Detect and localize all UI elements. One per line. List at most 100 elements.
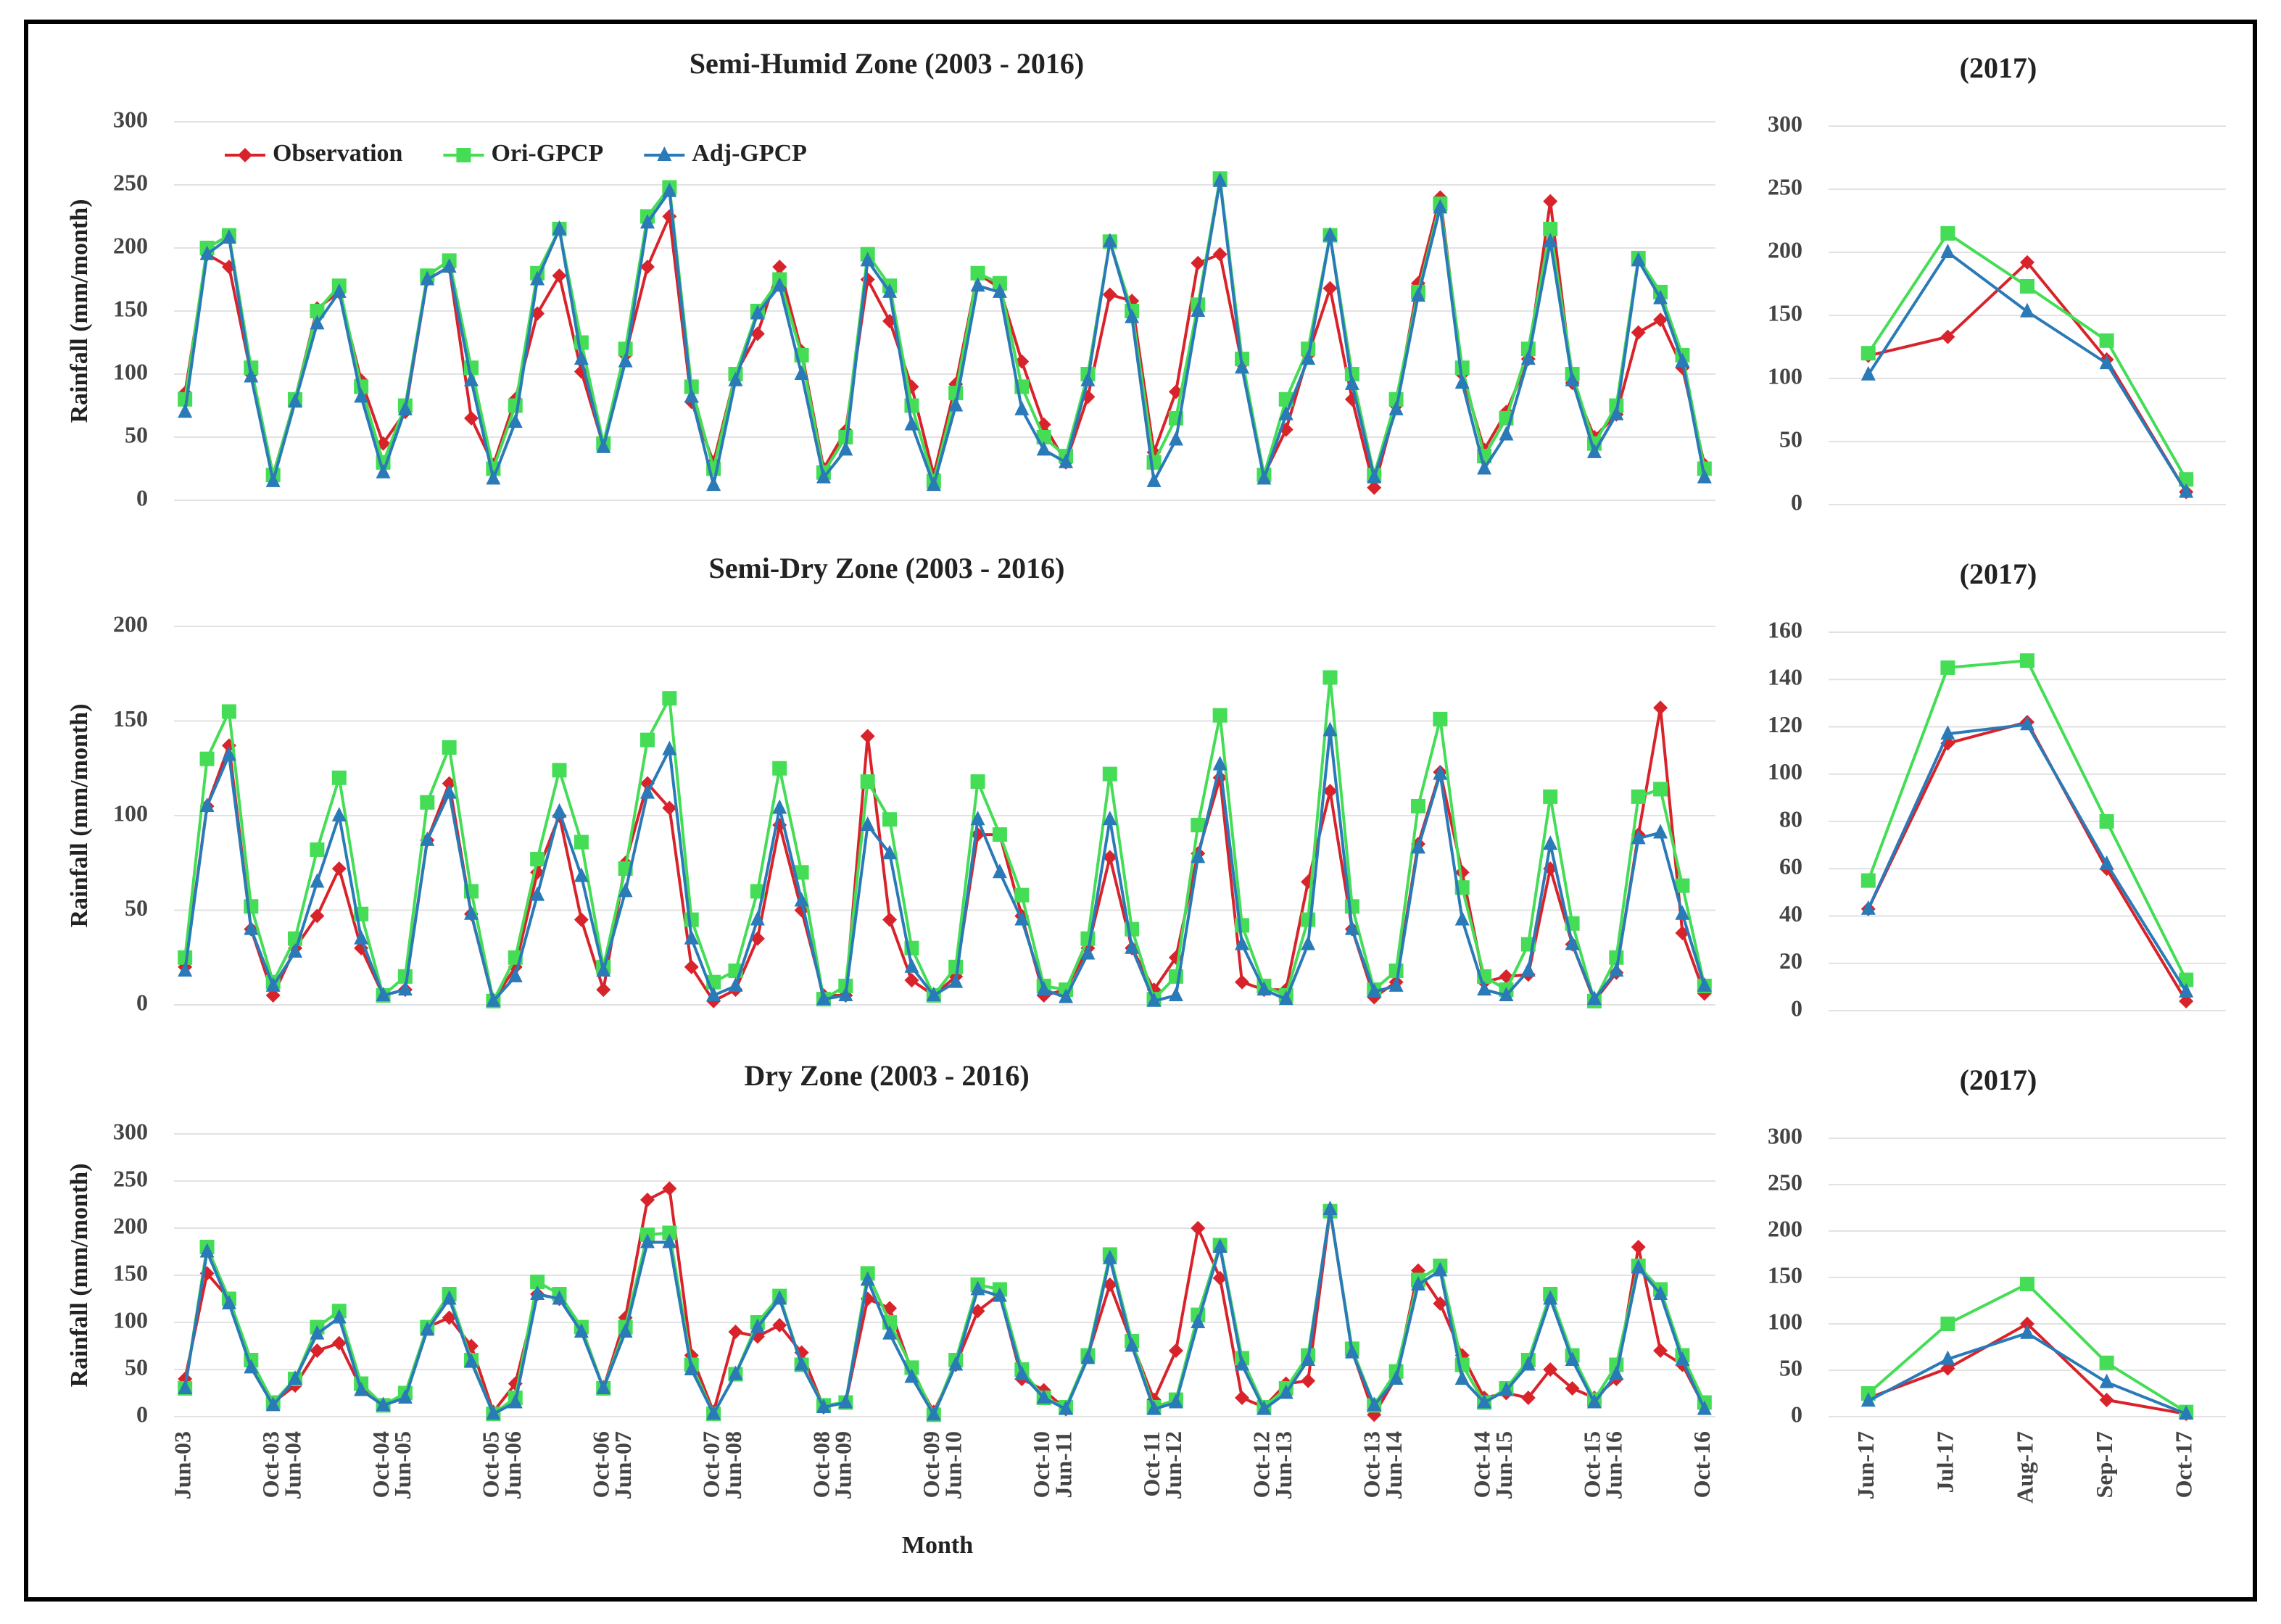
data-point xyxy=(882,812,898,827)
x-tick-label: Oct-17 xyxy=(2171,1431,2197,1498)
data-point xyxy=(1080,931,1096,946)
data-point xyxy=(1433,1262,1448,1277)
data-point xyxy=(2020,1276,2034,1291)
data-point xyxy=(992,283,1007,298)
data-point xyxy=(1388,1370,1404,1385)
data-point xyxy=(596,438,611,453)
data-point xyxy=(199,245,215,260)
data-point xyxy=(1257,1400,1272,1415)
data-point xyxy=(662,1181,677,1196)
data-point xyxy=(2099,333,2114,348)
data-point xyxy=(772,799,787,814)
x-tick-label: Oct-05 xyxy=(478,1431,504,1498)
data-point xyxy=(2099,355,2114,370)
data-point xyxy=(1388,964,1404,979)
data-point xyxy=(596,1380,611,1394)
data-point xyxy=(860,252,875,267)
data-point xyxy=(706,1405,721,1420)
data-point xyxy=(1940,1350,1955,1365)
data-point xyxy=(1499,986,1514,1001)
data-point xyxy=(1940,725,1955,740)
x-tick-label: Oct-08 xyxy=(808,1431,834,1498)
data-point xyxy=(2179,993,2194,1008)
data-point xyxy=(265,977,281,992)
data-point xyxy=(772,1290,787,1305)
data-point xyxy=(199,1243,215,1258)
data-point xyxy=(1322,721,1338,737)
data-point xyxy=(2020,278,2034,294)
data-point xyxy=(1235,359,1250,374)
y-tick-label: 50 xyxy=(1779,1354,1802,1380)
y-tick-label: 200 xyxy=(113,1212,148,1238)
data-point xyxy=(2020,1324,2034,1339)
x-tick-label: Aug-17 xyxy=(2011,1431,2037,1504)
data-point xyxy=(288,393,303,408)
data-point xyxy=(1278,1384,1293,1399)
data-point xyxy=(1631,1240,1646,1254)
data-point xyxy=(1543,835,1558,850)
legend-label: Adj-GPCP xyxy=(692,140,807,167)
data-point xyxy=(1653,289,1668,304)
data-point xyxy=(794,1356,809,1371)
series-line xyxy=(183,707,1706,1005)
data-point xyxy=(1191,818,1206,833)
data-point xyxy=(772,260,787,275)
data-point xyxy=(574,350,589,365)
data-point xyxy=(574,834,589,850)
data-point xyxy=(2020,653,2034,668)
data-point xyxy=(1675,905,1690,920)
data-point xyxy=(662,1225,677,1240)
y-axis-label: Rainfall (mm/month) xyxy=(66,704,93,928)
data-point xyxy=(1653,1343,1668,1358)
data-point xyxy=(310,873,325,888)
data-point xyxy=(1191,1221,1206,1235)
x-tick-label: Jun-16 xyxy=(1601,1431,1627,1499)
data-point xyxy=(772,761,787,776)
data-point xyxy=(838,430,853,444)
y-tick-label: 60 xyxy=(1779,853,1802,879)
data-point xyxy=(2099,1392,2114,1407)
data-point xyxy=(684,912,699,927)
y-tick-label: 150 xyxy=(113,705,148,732)
x-tick-label: Jul-17 xyxy=(1932,1431,1958,1493)
y-tick-label: 150 xyxy=(1768,1262,1802,1288)
x-tick-label: Jun-09 xyxy=(830,1431,856,1499)
data-point xyxy=(221,704,236,719)
data-point xyxy=(1301,1351,1316,1366)
data-point xyxy=(288,1370,303,1385)
data-point xyxy=(1433,1296,1448,1311)
data-point xyxy=(1543,233,1558,248)
data-point xyxy=(1080,945,1096,960)
data-point xyxy=(1631,829,1646,845)
data-point xyxy=(464,371,479,386)
data-point xyxy=(1344,920,1359,935)
data-point xyxy=(1565,1381,1580,1396)
data-point xyxy=(354,929,369,945)
data-point xyxy=(331,861,347,877)
data-point xyxy=(221,1295,236,1309)
data-point xyxy=(1388,400,1404,415)
data-point xyxy=(992,863,1007,879)
x-tick-label: Jun-14 xyxy=(1380,1431,1407,1499)
data-point xyxy=(265,472,281,487)
data-point xyxy=(1653,1285,1668,1300)
data-point xyxy=(331,1309,347,1324)
data-point xyxy=(1520,962,1536,977)
data-point xyxy=(508,1393,523,1409)
x-tick-label: Sep-17 xyxy=(2091,1431,2117,1498)
x-tick-label: Oct-13 xyxy=(1359,1431,1385,1498)
data-point xyxy=(838,1393,853,1409)
x-tick-label: Jun-10 xyxy=(940,1431,966,1499)
data-point xyxy=(1235,935,1250,950)
data-point xyxy=(1102,1249,1117,1264)
data-point xyxy=(310,908,325,924)
data-point xyxy=(1433,199,1448,214)
legend-marker xyxy=(238,148,252,162)
data-point xyxy=(1036,981,1051,996)
data-point xyxy=(1257,981,1272,996)
data-point xyxy=(2099,1355,2114,1370)
data-point xyxy=(882,845,898,860)
x-tick-label: Jun-13 xyxy=(1270,1431,1296,1499)
